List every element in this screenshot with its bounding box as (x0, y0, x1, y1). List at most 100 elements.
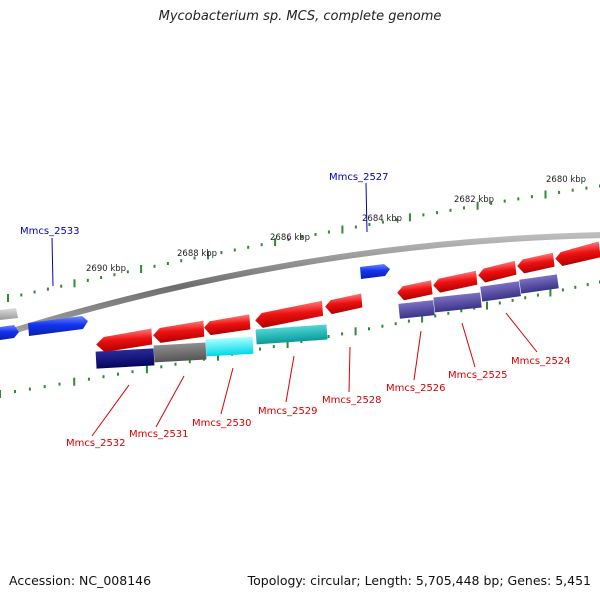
inner-scale-tick (28, 387, 31, 391)
cog-bar-mmcs-2526 (398, 300, 435, 319)
scale-label-2680: 2680 kbp (546, 175, 586, 185)
label-mmcs-2531: Mmcs_2531 (129, 429, 189, 440)
inner-scale-tick (368, 327, 370, 331)
label-mmcs-2527: Mmcs_2527 (329, 172, 389, 183)
gene-arrow-mmcs-2522 (555, 241, 600, 266)
scale-label-2686: 2686 kbp (270, 233, 310, 243)
outer-scale-tick (153, 264, 156, 268)
gene-arrow-mmcs-2527 (360, 264, 390, 279)
inner-scale-tick (131, 370, 134, 374)
outer-scale-tick (449, 208, 452, 212)
inner-scale-tick (327, 335, 330, 338)
outer-scale-tick (180, 259, 183, 263)
outer-scale-tick (368, 223, 371, 226)
cog-bar-mmcs-2523 (519, 274, 559, 294)
outer-scale-tick (503, 199, 506, 203)
outer-scale-tick (113, 273, 116, 277)
outer-scale-tick (207, 251, 209, 260)
label-mmcs-2533: Mmcs_2533 (20, 226, 80, 237)
label-mmcs-2526: Mmcs_2526 (386, 383, 446, 394)
gene-arrow-mmcs-2523 (517, 252, 555, 274)
map-title: Mycobacterium sp. MCS, complete genome (158, 9, 442, 24)
inner-scale-tick (574, 285, 577, 289)
gene-arrow-mmcs-2530 (204, 314, 251, 336)
gene-arrow-grey-partial (0, 308, 18, 320)
cog-bars (95, 274, 559, 369)
outer-scale-tick (20, 293, 23, 297)
inner-scale-tick (272, 345, 275, 349)
inner-scale-tick (561, 288, 564, 292)
inner-scale-tick (536, 293, 539, 297)
outer-scale-tick (490, 201, 493, 205)
outer-scale-tick (463, 206, 465, 210)
gene-arrow-blue-partial (0, 325, 19, 340)
outer-scale-tick (220, 251, 223, 255)
scale-label-2684: 2684 kbp (362, 214, 402, 224)
inner-scale-tick (549, 288, 552, 297)
outer-scale-tick (436, 211, 438, 215)
outer-scale-tick (60, 284, 63, 288)
inner-scale-tick (43, 385, 46, 389)
scale-label-2690: 2690 kbp (86, 264, 126, 274)
inner-scale-tick (394, 322, 397, 326)
inner-scale-tick (300, 340, 303, 343)
genome-backbone (0, 232, 600, 339)
inner-scale-tick (0, 390, 1, 398)
cog-bar-mmcs-2525 (433, 292, 482, 313)
outer-scale-tick (33, 290, 36, 294)
outer-scale-tick (233, 248, 236, 252)
label-mmcs-2525: Mmcs_2525 (448, 370, 508, 381)
outer-scale-tick (381, 220, 384, 224)
inner-scale-tick (341, 332, 344, 336)
inner-scale-tick (259, 347, 261, 351)
inner-scale-tick (407, 319, 410, 323)
outer-scale-tick (558, 190, 561, 194)
outer-scale-tick (408, 213, 411, 222)
scale-label-2682: 2682 kbp (454, 195, 494, 205)
inner-scale-tick (447, 311, 450, 315)
outer-scale-tick (247, 245, 250, 249)
scale-labels: 2690 kbp 2688 kbp 2686 kbp 2684 kbp 2682… (86, 175, 586, 274)
inner-scale-tick (102, 375, 105, 379)
inner-scale-tick (145, 365, 148, 374)
inner-scale-ticks (0, 280, 600, 398)
cog-bar-mmcs-2530 (205, 336, 254, 357)
outer-scale-tick (126, 270, 129, 274)
inner-scale-tick (87, 377, 90, 381)
outer-scale-tick (571, 188, 574, 192)
gene-arrow-mmcs-2528 (325, 293, 363, 315)
inner-scale-tick (174, 362, 177, 366)
reverse-strand-genes (96, 241, 600, 353)
outer-scale-tick (140, 265, 143, 273)
gene-arrow-mmcs-2531 (153, 320, 205, 343)
outer-scale-tick (86, 278, 89, 282)
label-mmcs-2532: Mmcs_2532 (66, 438, 126, 449)
outer-scale-tick (422, 213, 425, 217)
outer-scale-tick (100, 276, 103, 279)
inner-scale-tick (586, 283, 589, 287)
outer-scale-tick (287, 238, 290, 242)
reverse-gene-labels: Mmcs_2532 Mmcs_2531 Mmcs_2530 Mmcs_2529 … (66, 312, 571, 449)
inner-scale-tick (498, 301, 501, 305)
outer-scale-tick (166, 262, 169, 265)
gene-arrow-mmcs-2529 (255, 300, 324, 328)
outer-scale-ticks (7, 184, 600, 302)
outer-scale-tick (193, 256, 196, 260)
outer-scale-tick (73, 279, 76, 288)
inner-scale-tick (421, 314, 424, 323)
inner-scale-tick (381, 324, 384, 328)
inner-scale-tick (486, 301, 488, 310)
outer-scale-tick (260, 243, 263, 247)
gene-arrow-mmcs-2525 (433, 270, 478, 293)
forward-gene-labels: Mmcs_2533 Mmcs_2527 (20, 172, 389, 287)
cog-bar-mmcs-2524 (480, 281, 521, 302)
label-mmcs-2530: Mmcs_2530 (192, 418, 252, 429)
outer-scale-tick (314, 233, 317, 236)
label-mmcs-2524: Mmcs_2524 (511, 356, 571, 367)
genome-summary-text: Topology: circular; Length: 5,705,448 bp… (247, 573, 591, 588)
outer-scale-tick (517, 197, 520, 201)
inner-scale-tick (511, 298, 514, 302)
cog-bar-mmcs-2531 (153, 342, 207, 363)
cog-bar-mmcs-2532 (95, 348, 155, 369)
